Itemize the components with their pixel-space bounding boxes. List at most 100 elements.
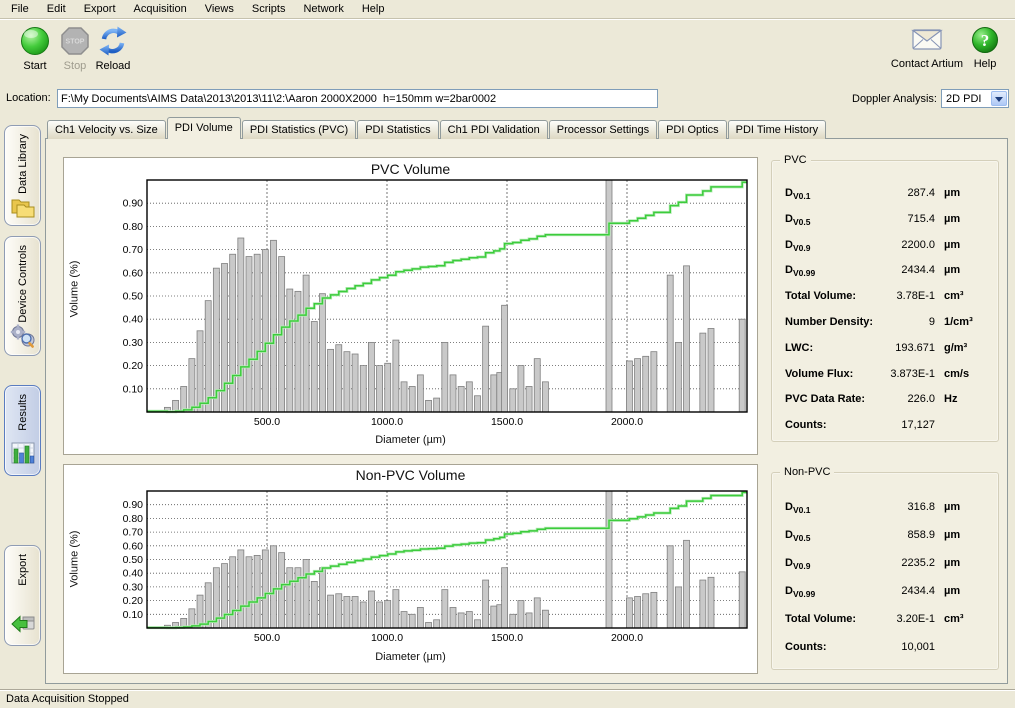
stat-value: 226.0 [832, 393, 935, 405]
chevron-down-icon[interactable] [991, 91, 1007, 106]
svg-text:500.0: 500.0 [254, 416, 280, 428]
menu-item-scripts[interactable]: Scripts [243, 1, 295, 18]
stat-row: Total Volume:3.20E-1cm³ [772, 613, 998, 629]
stat-row: DV0.992434.4µm [772, 264, 998, 280]
svg-text:0.20: 0.20 [123, 595, 144, 607]
nonpvc-volume-chart: 0.100.200.300.400.500.600.700.800.90500.… [64, 465, 759, 647]
results-chart-icon [10, 440, 36, 469]
envelope-icon [910, 25, 944, 55]
stat-unit: cm³ [944, 290, 964, 302]
stat-row: LWC:193.671g/m³ [772, 342, 998, 358]
sidebar-item-label: Device Controls [17, 245, 29, 323]
pvc-volume-chart-panel: PVC Volume Volume (%) 0.100.200.300.400.… [63, 157, 758, 455]
stat-unit: µm [944, 187, 960, 199]
menu-item-help[interactable]: Help [353, 1, 394, 18]
stat-row: DV0.1 287.4 µm [772, 187, 998, 203]
doppler-analysis-value: 2D PDI [946, 93, 981, 105]
stat-label: LWC: [785, 342, 813, 354]
stat-row: Total Volume:3.78E-1cm³ [772, 290, 998, 306]
stat-value: 2434.4 [832, 264, 935, 276]
svg-text:0.90: 0.90 [123, 198, 144, 210]
tab-ch1-velocity-vs-size[interactable]: Ch1 Velocity vs. Size [47, 120, 166, 139]
location-input[interactable] [57, 89, 658, 108]
svg-text:2000.0: 2000.0 [611, 632, 643, 644]
stat-value: 287.4 [832, 187, 935, 199]
stop-button-label: Stop [64, 60, 87, 72]
svg-text:500.0: 500.0 [254, 632, 280, 644]
svg-text:0.60: 0.60 [123, 267, 144, 279]
stat-label: DV0.99 [785, 585, 815, 599]
tab-pdi-optics[interactable]: PDI Optics [658, 120, 727, 139]
stat-label: DV0.1 [785, 187, 810, 201]
help-button-label: Help [974, 58, 997, 70]
pvc-chart-xlabel: Diameter (µm) [64, 434, 757, 446]
stat-row: Volume Flux:3.873E-1cm/s [772, 368, 998, 384]
stat-label: Counts: [785, 641, 827, 653]
pvc-volume-chart: 0.100.200.300.400.500.600.700.800.90500.… [64, 158, 759, 428]
stat-value: 3.873E-1 [832, 368, 935, 380]
stat-unit: µm [944, 585, 960, 597]
tab-pdi-statistics-pvc[interactable]: PDI Statistics (PVC) [242, 120, 356, 139]
svg-text:?: ? [981, 31, 990, 50]
export-icon [10, 610, 36, 639]
svg-text:0.30: 0.30 [123, 337, 144, 349]
pvc-chart-title: PVC Volume [64, 161, 757, 177]
pvc-stats-groupbox: PVC DV0.1287.4µmDV0.5715.4µmDV0.92200.0µ… [771, 160, 999, 442]
svg-text:1500.0: 1500.0 [491, 632, 523, 644]
svg-text:0.40: 0.40 [123, 568, 144, 580]
stat-value: 2200.0 [832, 239, 935, 251]
menu-item-views[interactable]: Views [196, 1, 243, 18]
menu-item-network[interactable]: Network [294, 1, 352, 18]
menu-item-file[interactable]: File [2, 1, 38, 18]
sidebar-item-data-library[interactable]: Data Library [4, 125, 41, 226]
sidebar-item-export[interactable]: Export [4, 545, 41, 646]
tab-pdi-statistics[interactable]: PDI Statistics [357, 120, 438, 139]
stat-row: Counts:10,001 [772, 641, 998, 657]
pvc-stats-title: PVC [780, 154, 811, 166]
reload-button[interactable]: Reload [84, 25, 142, 72]
pdi-volume-tab-page: PVC Volume Volume (%) 0.100.200.300.400.… [45, 138, 1008, 684]
sidebar-item-device-controls[interactable]: Device Controls [4, 236, 41, 356]
stat-value: 2235.2 [832, 557, 935, 569]
svg-text:0.60: 0.60 [123, 540, 144, 552]
tab-ch1-pdi-validation[interactable]: Ch1 PDI Validation [440, 120, 548, 139]
stat-row: Number Density:91/cm³ [772, 316, 998, 332]
svg-text:1000.0: 1000.0 [371, 416, 403, 428]
stat-value: 316.8 [832, 501, 935, 513]
stat-unit: Hz [944, 393, 957, 405]
nonpvc-chart-xlabel: Diameter (µm) [64, 651, 757, 663]
status-text: Data Acquisition Stopped [6, 693, 129, 705]
svg-text:0.80: 0.80 [123, 221, 144, 233]
svg-text:0.50: 0.50 [123, 554, 144, 566]
stat-label: DV0.1 [785, 501, 810, 515]
help-icon: ? [970, 25, 1000, 55]
stat-label: DV0.5 [785, 213, 810, 227]
doppler-analysis-select[interactable]: 2D PDI [941, 89, 1009, 108]
stat-row: PVC Data Rate:226.0Hz [772, 393, 998, 409]
tab-processor-settings[interactable]: Processor Settings [549, 120, 657, 139]
tab-pdi-volume[interactable]: PDI Volume [167, 117, 241, 139]
menu-item-acquisition[interactable]: Acquisition [125, 1, 196, 18]
gears-icon [10, 323, 36, 352]
stat-label: DV0.99 [785, 264, 815, 278]
reload-icon [97, 25, 129, 57]
menu-item-export[interactable]: Export [75, 1, 125, 18]
svg-text:0.20: 0.20 [123, 360, 144, 372]
stat-unit: µm [944, 529, 960, 541]
contact-artium-button[interactable]: Contact Artium [890, 25, 964, 70]
stat-row: DV0.1316.8µm [772, 501, 998, 517]
help-button[interactable]: ? Help [964, 25, 1006, 70]
menu-item-edit[interactable]: Edit [38, 1, 75, 18]
nonpvc-chart-ylabel: Volume (%) [68, 531, 80, 588]
svg-text:0.90: 0.90 [123, 499, 144, 511]
sidebar-item-label: Data Library [17, 134, 29, 194]
tab-pdi-time-history[interactable]: PDI Time History [728, 120, 827, 139]
stat-value: 715.4 [832, 213, 935, 225]
sidebar-item-label: Results [17, 394, 29, 431]
nonpvc-chart-title: Non-PVC Volume [64, 467, 757, 483]
svg-text:0.30: 0.30 [123, 581, 144, 593]
start-button-label: Start [23, 60, 46, 72]
toolbar: Start STOP Stop Reload [0, 21, 1015, 85]
sidebar-item-results[interactable]: Results [4, 385, 41, 476]
sidebar-item-label: Export [17, 554, 29, 586]
